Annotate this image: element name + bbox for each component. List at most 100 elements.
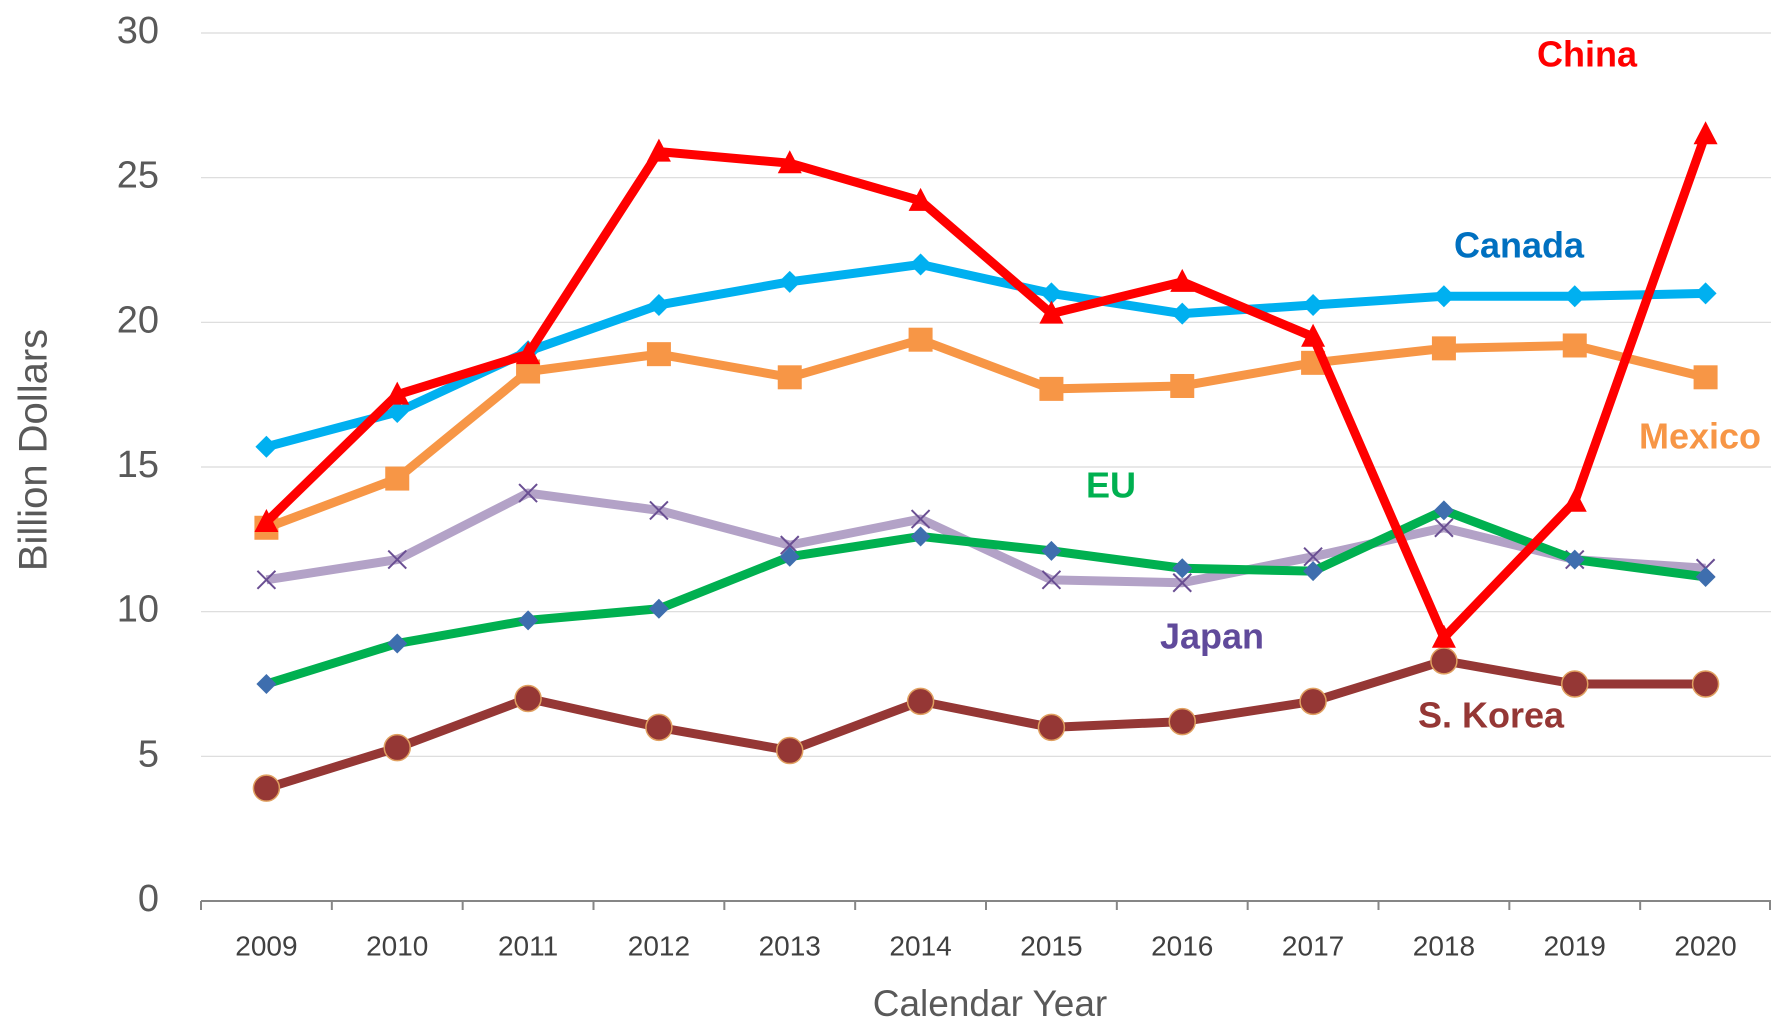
marker: [649, 500, 669, 521]
marker: [1434, 518, 1454, 538]
marker: [1563, 285, 1586, 308]
marker: [1168, 707, 1196, 736]
x-tick-label: 2009: [235, 930, 297, 961]
marker: [1691, 670, 1720, 698]
x-tick-label: 2017: [1282, 930, 1344, 961]
y-axis-title: Billion Dollars: [12, 329, 56, 571]
y-tick-label: 25: [117, 155, 159, 197]
marker: [516, 341, 541, 365]
x-tick-label: 2019: [1544, 930, 1606, 961]
marker: [518, 610, 539, 631]
marker: [1302, 293, 1325, 316]
y-tick-label: 30: [117, 10, 159, 52]
marker: [383, 733, 411, 762]
marker: [908, 187, 933, 211]
marker: [387, 633, 408, 654]
x-tick-label: 2016: [1151, 930, 1213, 961]
x-tick-label: 2018: [1413, 930, 1475, 961]
x-tick-label: 2014: [889, 930, 951, 961]
marker: [387, 549, 407, 570]
y-tick-label: 5: [138, 733, 159, 775]
marker: [779, 546, 800, 567]
y-tick-label: 10: [117, 589, 159, 631]
marker: [1431, 624, 1456, 648]
marker: [252, 774, 281, 802]
marker: [908, 327, 933, 352]
marker: [910, 526, 931, 547]
x-axis-title: Calendar Year: [873, 983, 1108, 1024]
marker: [514, 684, 542, 713]
x-tick-label: 2020: [1674, 930, 1736, 961]
marker: [1041, 570, 1062, 590]
marker: [1299, 687, 1327, 716]
x-tick-label: 2015: [1020, 930, 1082, 961]
marker: [1695, 566, 1716, 587]
marker: [776, 736, 804, 765]
marker: [647, 293, 670, 316]
marker: [1037, 713, 1066, 742]
series-line: [263, 132, 1710, 643]
series-line: [264, 335, 1707, 532]
marker: [777, 150, 802, 174]
series-label: Canada: [1454, 225, 1585, 266]
y-tick-label: 20: [117, 299, 159, 341]
marker: [1433, 500, 1454, 521]
marker: [1561, 670, 1589, 698]
marker: [256, 570, 277, 590]
marker: [1694, 282, 1717, 305]
marker: [518, 483, 538, 503]
marker: [910, 509, 931, 529]
marker: [1430, 647, 1458, 675]
marker: [255, 435, 278, 458]
marker: [645, 713, 673, 742]
series-line: [265, 656, 1706, 793]
marker: [1171, 302, 1194, 325]
series-line: [265, 259, 1706, 452]
y-tick-label: 15: [117, 444, 159, 486]
marker: [1172, 573, 1192, 593]
marker: [1562, 488, 1587, 512]
x-tick-label: 2011: [498, 930, 558, 961]
marker: [385, 381, 410, 405]
marker: [1431, 336, 1456, 361]
series-label: China: [1537, 34, 1638, 75]
marker: [386, 401, 409, 424]
marker: [780, 535, 800, 555]
marker: [646, 342, 671, 367]
marker: [1693, 365, 1718, 390]
marker: [1170, 268, 1195, 292]
marker: [1040, 282, 1063, 305]
series-label: EU: [1086, 465, 1136, 506]
y-tick-label: 0: [138, 878, 159, 920]
series-line: [265, 505, 1707, 689]
x-tick-label: 2013: [759, 930, 821, 961]
marker: [1301, 323, 1326, 347]
marker: [1562, 333, 1587, 358]
marker: [1303, 561, 1324, 582]
marker: [1041, 540, 1062, 561]
x-tick-label: 2012: [628, 930, 690, 961]
marker: [256, 674, 277, 694]
marker: [1432, 285, 1455, 308]
marker: [1303, 546, 1323, 567]
marker: [1693, 121, 1718, 145]
series-label: Mexico: [1639, 416, 1761, 457]
marker: [909, 253, 932, 276]
series-line: [265, 488, 1706, 588]
marker: [254, 508, 279, 532]
marker: [1564, 549, 1585, 570]
marker: [1039, 376, 1064, 401]
marker: [1172, 558, 1193, 579]
series-label: Japan: [1160, 616, 1264, 657]
marker: [906, 687, 935, 716]
marker: [646, 138, 671, 162]
marker: [1039, 300, 1064, 324]
marker: [777, 365, 802, 390]
marker: [778, 270, 801, 293]
series-label: S. Korea: [1418, 695, 1565, 736]
marker: [648, 598, 669, 619]
x-tick-label: 2010: [366, 930, 428, 961]
marker: [1170, 373, 1195, 398]
marker: [385, 466, 410, 491]
